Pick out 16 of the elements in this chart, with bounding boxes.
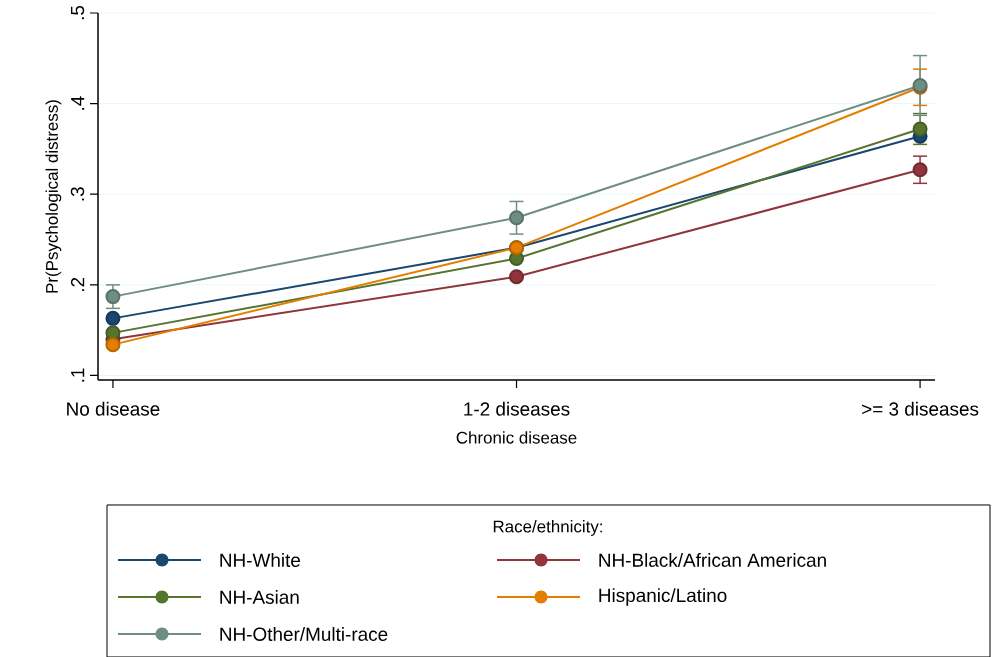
legend-label: NH-Asian <box>220 590 299 604</box>
legend-label: NH-Other/Multi-race <box>220 627 388 641</box>
legend-label: Hispanic/Latino <box>599 588 727 606</box>
y-tick-label: .4 <box>71 96 85 110</box>
legend-label: NH-White <box>220 553 301 567</box>
x-tick-label: 1-2 diseases <box>464 401 570 416</box>
y-tick-label: .2 <box>70 277 85 291</box>
legend-label: NH-Black/African American <box>599 553 826 567</box>
y-tick-label: .3 <box>70 187 85 201</box>
x-tick-label: No disease <box>67 401 160 416</box>
y-tick-label: .5 <box>70 5 85 20</box>
x-tick-label: >= 3 diseases <box>862 401 979 416</box>
y-axis-title: Pr(Psychological distress) <box>45 100 62 293</box>
x-axis-title: Chronic disease <box>456 431 577 444</box>
y-tick-label: .1 <box>71 368 85 382</box>
legend-title: Race/ethnicity: <box>493 520 602 536</box>
